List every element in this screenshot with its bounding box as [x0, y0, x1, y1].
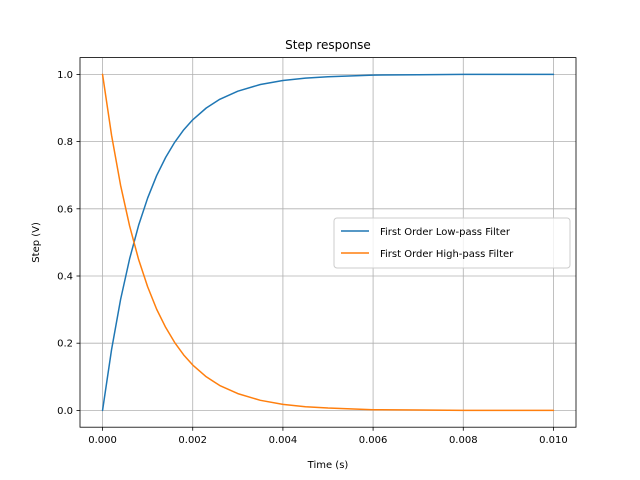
plot-lines	[101, 73, 555, 412]
y-tick-label: 0.2	[57, 339, 73, 350]
series-line-high-pass	[101, 73, 555, 412]
grid	[80, 57, 576, 428]
legend-box	[333, 217, 571, 269]
series-line-low-pass	[101, 73, 555, 412]
x-axis-label: Time (s)	[307, 460, 349, 471]
chart-title: Step response	[285, 38, 371, 52]
plot-frame	[79, 57, 577, 428]
y-tick-label: 0.4	[57, 272, 73, 283]
y-tick-label: 1.0	[57, 70, 73, 81]
legend-label-low-pass: First Order Low-pass Filter	[380, 227, 511, 238]
y-axis-label: Step (V)	[31, 222, 42, 263]
x-tick-label: 0.010	[539, 435, 568, 446]
legend: First Order Low-pass Filter First Order …	[333, 217, 571, 269]
y-tick-label: 0.6	[57, 204, 73, 215]
legend-label-high-pass: First Order High-pass Filter	[380, 249, 514, 260]
y-tick-label: 0.8	[57, 137, 73, 148]
axis-ticks: 0.000 0.002 0.004 0.006 0.008 0.010 0.0 0.2 0.4 0…	[57, 70, 568, 446]
y-tick-label: 0.0	[57, 406, 73, 417]
x-tick-label: 0.008	[449, 435, 478, 446]
x-tick-label: 0.002	[178, 435, 207, 446]
x-tick-label: 0.006	[359, 435, 388, 446]
x-tick-label: 0.000	[88, 435, 117, 446]
x-tick-label: 0.004	[269, 435, 298, 446]
